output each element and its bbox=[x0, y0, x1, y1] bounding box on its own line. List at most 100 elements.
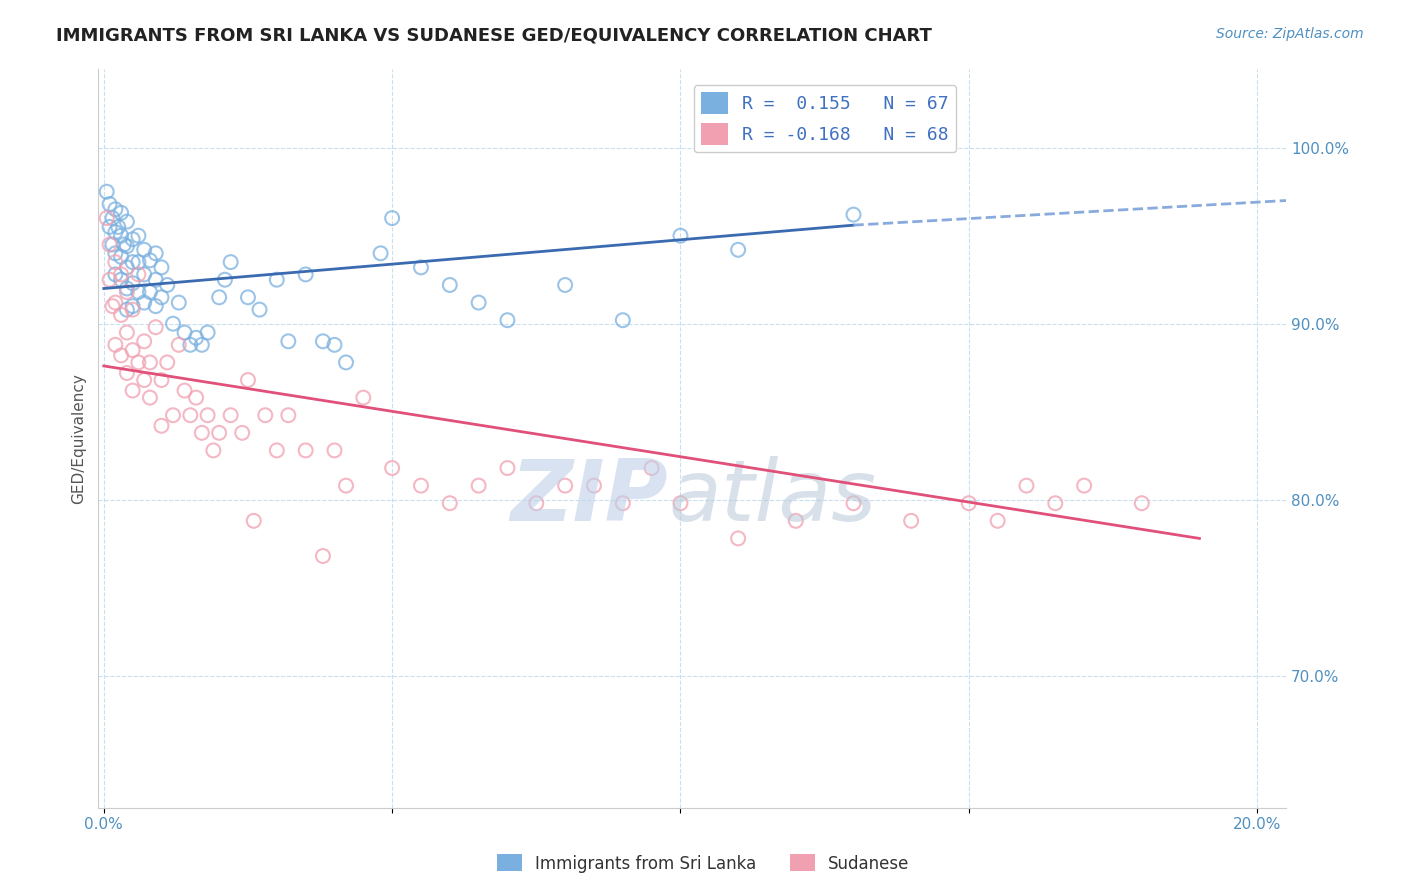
Point bbox=[191, 338, 214, 352]
Point bbox=[127, 255, 149, 269]
Point bbox=[242, 514, 264, 528]
Point bbox=[127, 355, 149, 369]
Point bbox=[139, 355, 162, 369]
Point bbox=[104, 268, 127, 282]
Y-axis label: GED/Equivalency: GED/Equivalency bbox=[72, 373, 86, 504]
Point bbox=[294, 443, 316, 458]
Point bbox=[96, 185, 118, 199]
Point bbox=[254, 408, 277, 422]
Point bbox=[134, 268, 156, 282]
Point bbox=[467, 295, 489, 310]
Point bbox=[96, 211, 118, 226]
Point bbox=[115, 260, 138, 275]
Point bbox=[104, 255, 127, 269]
Point bbox=[381, 461, 404, 475]
Point bbox=[145, 299, 167, 313]
Point bbox=[184, 331, 207, 345]
Point bbox=[957, 496, 980, 510]
Point bbox=[1073, 478, 1095, 492]
Point bbox=[150, 373, 173, 387]
Point bbox=[115, 281, 138, 295]
Point bbox=[409, 260, 432, 275]
Point bbox=[669, 496, 692, 510]
Point bbox=[197, 326, 219, 340]
Point bbox=[727, 532, 749, 546]
Point bbox=[156, 277, 179, 292]
Point bbox=[115, 285, 138, 299]
Point bbox=[249, 302, 271, 317]
Point bbox=[236, 290, 259, 304]
Point bbox=[134, 373, 156, 387]
Point bbox=[145, 320, 167, 334]
Point bbox=[121, 302, 143, 317]
Legend: Immigrants from Sri Lanka, Sudanese: Immigrants from Sri Lanka, Sudanese bbox=[491, 847, 915, 880]
Point bbox=[439, 277, 461, 292]
Point bbox=[110, 348, 132, 362]
Legend: R =  0.155   N = 67, R = -0.168   N = 68: R = 0.155 N = 67, R = -0.168 N = 68 bbox=[693, 85, 956, 153]
Point bbox=[104, 202, 127, 217]
Point bbox=[107, 219, 129, 234]
Point bbox=[179, 338, 201, 352]
Point bbox=[554, 478, 576, 492]
Point bbox=[312, 549, 335, 563]
Point bbox=[381, 211, 404, 226]
Point bbox=[197, 408, 219, 422]
Point bbox=[127, 268, 149, 282]
Point bbox=[115, 214, 138, 228]
Point bbox=[1130, 496, 1153, 510]
Text: atlas: atlas bbox=[668, 456, 876, 539]
Point bbox=[115, 239, 138, 253]
Point bbox=[184, 391, 207, 405]
Point bbox=[277, 334, 299, 349]
Point bbox=[219, 255, 242, 269]
Point bbox=[139, 391, 162, 405]
Point bbox=[236, 373, 259, 387]
Point bbox=[98, 273, 121, 287]
Point bbox=[167, 295, 190, 310]
Point bbox=[439, 496, 461, 510]
Point bbox=[162, 408, 184, 422]
Point bbox=[110, 268, 132, 282]
Point bbox=[121, 384, 143, 398]
Point bbox=[139, 253, 162, 268]
Point bbox=[612, 496, 634, 510]
Point bbox=[612, 313, 634, 327]
Point bbox=[110, 228, 132, 243]
Point bbox=[121, 277, 143, 291]
Point bbox=[134, 243, 156, 257]
Point bbox=[1045, 496, 1067, 510]
Text: Source: ZipAtlas.com: Source: ZipAtlas.com bbox=[1216, 27, 1364, 41]
Point bbox=[323, 338, 346, 352]
Point bbox=[162, 317, 184, 331]
Point bbox=[101, 211, 124, 226]
Point bbox=[173, 326, 195, 340]
Point bbox=[173, 384, 195, 398]
Point bbox=[110, 273, 132, 287]
Point bbox=[352, 391, 374, 405]
Point bbox=[842, 496, 865, 510]
Point bbox=[104, 225, 127, 239]
Point bbox=[150, 260, 173, 275]
Point bbox=[150, 418, 173, 433]
Point bbox=[496, 461, 519, 475]
Point bbox=[145, 246, 167, 260]
Point bbox=[104, 246, 127, 260]
Point bbox=[98, 197, 121, 211]
Text: IMMIGRANTS FROM SRI LANKA VS SUDANESE GED/EQUIVALENCY CORRELATION CHART: IMMIGRANTS FROM SRI LANKA VS SUDANESE GE… bbox=[56, 27, 932, 45]
Point bbox=[121, 255, 143, 269]
Point bbox=[335, 478, 357, 492]
Point bbox=[370, 246, 392, 260]
Point bbox=[112, 237, 135, 252]
Point bbox=[121, 232, 143, 246]
Point bbox=[277, 408, 299, 422]
Point bbox=[524, 496, 547, 510]
Point bbox=[127, 228, 149, 243]
Point bbox=[121, 343, 143, 357]
Point bbox=[191, 425, 214, 440]
Point bbox=[104, 338, 127, 352]
Point bbox=[496, 313, 519, 327]
Point bbox=[127, 285, 149, 299]
Point bbox=[98, 237, 121, 252]
Point bbox=[266, 273, 288, 287]
Text: ZIP: ZIP bbox=[510, 456, 668, 539]
